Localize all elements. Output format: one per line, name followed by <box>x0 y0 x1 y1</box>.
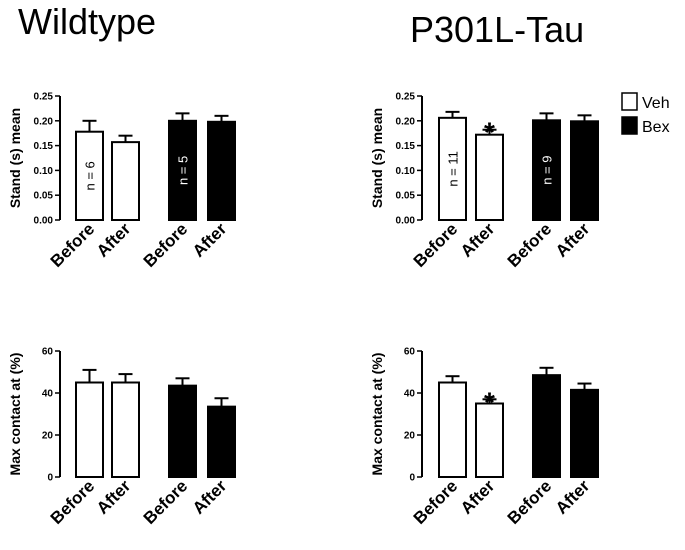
x-tick-label: After <box>189 476 231 518</box>
legend-swatch-veh <box>621 92 638 111</box>
y-tick-label: 0.25 <box>34 92 54 103</box>
y-axis-title: Stand (s) mean <box>369 108 385 208</box>
y-tick-label: 0 <box>47 473 53 484</box>
bar-bex-before <box>168 384 197 478</box>
y-axis-title: Stand (s) mean <box>7 108 23 208</box>
y-tick-label: 0.00 <box>396 216 416 227</box>
y-tick-label: 20 <box>404 431 416 442</box>
y-tick-label: 0.05 <box>396 191 416 202</box>
x-tick-label: After <box>457 476 499 518</box>
bar-bex-before <box>168 119 197 221</box>
bar-veh-before <box>75 381 104 478</box>
y-tick-label: 40 <box>404 389 416 400</box>
legend-swatch-bex <box>621 116 638 135</box>
y-tick-label: 0 <box>409 473 415 484</box>
bar-veh-after <box>475 402 504 478</box>
bar-bex-after <box>570 388 599 479</box>
x-tick-label: Before <box>47 219 99 271</box>
y-tick-label: 60 <box>404 347 416 358</box>
chart-p301l-stand: 0.00 0.05 0.10 0.15 0.20 0.25 Stand (s) mean Be… <box>369 92 599 271</box>
legend-label-veh: Veh <box>642 95 670 112</box>
y-tick-label: 0.20 <box>34 116 54 127</box>
y-tick-label: 0.20 <box>396 116 416 127</box>
x-tick-label: Before <box>410 476 462 528</box>
n-label: n = 5 <box>176 156 191 185</box>
bar-veh-before <box>438 116 467 221</box>
bar-veh-after <box>111 381 140 478</box>
n-label: n = 9 <box>540 156 555 185</box>
x-tick-label: After <box>457 219 499 261</box>
n-label: n = 6 <box>83 161 98 190</box>
significance-star: * <box>484 117 495 148</box>
x-tick-label: After <box>189 219 231 261</box>
x-tick-label: After <box>93 219 135 261</box>
bar-veh-before <box>75 130 104 222</box>
x-tick-label: Before <box>47 476 99 528</box>
x-tick-label: After <box>552 219 594 261</box>
bar-veh-before <box>438 381 467 478</box>
bar-bex-after <box>207 120 236 221</box>
x-tick-label: Before <box>410 219 462 271</box>
y-tick-label: 20 <box>42 431 54 442</box>
y-axis-title: Max contact at (%) <box>7 353 23 476</box>
y-tick-label: 40 <box>42 389 54 400</box>
title-wildtype: Wildtype <box>18 1 156 42</box>
y-tick-label: 0.10 <box>396 166 416 177</box>
bar-bex-after <box>207 405 236 478</box>
y-tick-label: 0.15 <box>396 141 416 152</box>
significance-star: * <box>484 386 495 417</box>
x-tick-label: Before <box>140 219 192 271</box>
x-tick-label: Before <box>140 476 192 528</box>
bar-veh-after <box>111 141 140 222</box>
x-tick-label: Before <box>504 219 556 271</box>
y-tick-label: 0.00 <box>34 216 54 227</box>
bar-bex-before <box>532 374 561 478</box>
x-tick-label: After <box>552 476 594 518</box>
x-tick-label: After <box>93 476 135 518</box>
bar-bex-before <box>532 119 561 221</box>
y-tick-label: 0.25 <box>396 92 416 103</box>
chart-wildtype-stand: 0.00 0.05 0.10 0.15 0.20 0.25 Stand (s) mean Be… <box>7 92 236 271</box>
x-tick-label: Before <box>504 476 556 528</box>
title-p301l-tau: P301L-Tau <box>410 9 584 50</box>
n-label: n = 11 <box>446 151 461 187</box>
y-tick-label: 60 <box>42 347 54 358</box>
y-tick-label: 0.15 <box>34 141 54 152</box>
y-axis-title: Max contact at (%) <box>369 353 385 476</box>
legend: Veh Bex <box>621 92 670 136</box>
legend-label-bex: Bex <box>642 119 670 136</box>
y-tick-label: 0.10 <box>34 166 54 177</box>
y-tick-label: 0.05 <box>34 191 54 202</box>
bar-bex-after <box>570 120 599 221</box>
